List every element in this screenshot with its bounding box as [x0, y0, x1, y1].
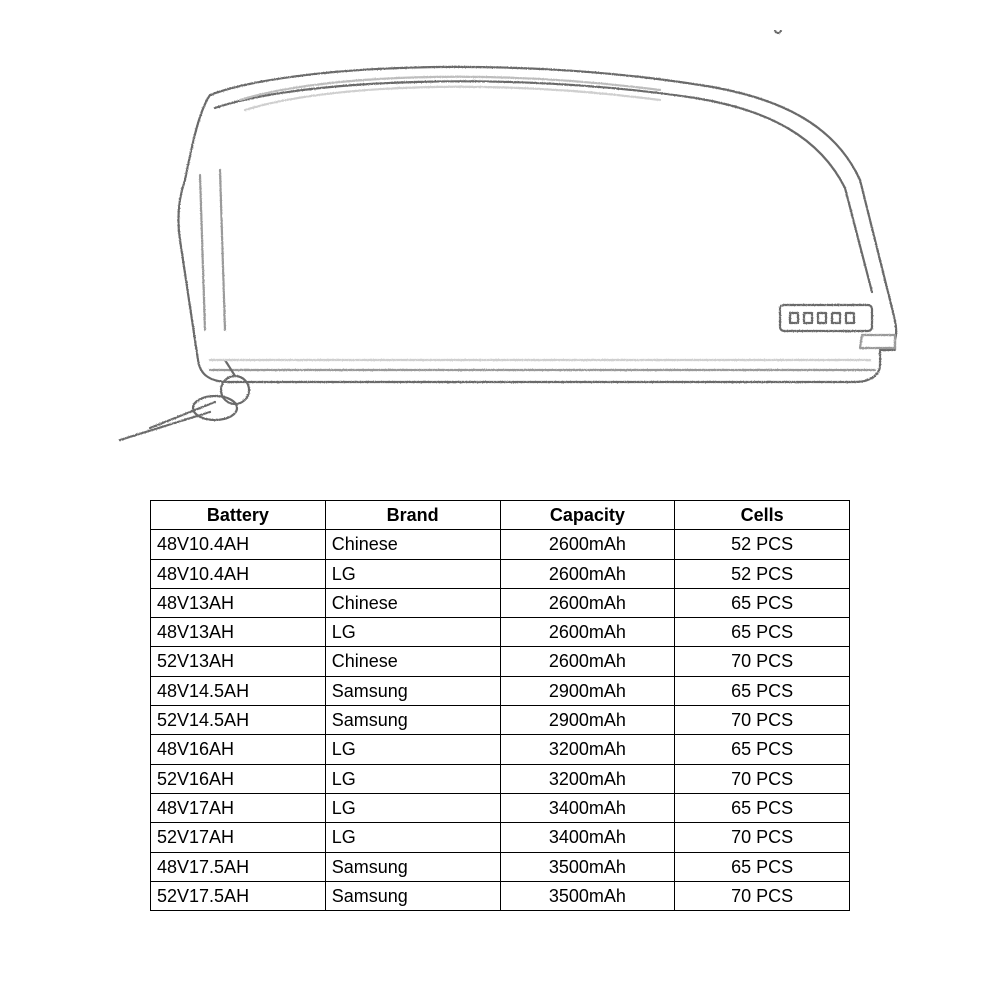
table-cell: 2600mAh — [500, 588, 675, 617]
table-row: 48V13AHLG2600mAh65 PCS — [151, 618, 850, 647]
table-cell: 3200mAh — [500, 735, 675, 764]
table-row: 52V16AHLG3200mAh70 PCS — [151, 764, 850, 793]
table-cell: Samsung — [325, 852, 500, 881]
table-row: 48V17.5AHSamsung3500mAh65 PCS — [151, 852, 850, 881]
table-cell: 65 PCS — [675, 618, 850, 647]
table-cell: 3200mAh — [500, 764, 675, 793]
table-cell: 2600mAh — [500, 618, 675, 647]
table-cell: 2900mAh — [500, 676, 675, 705]
col-header-battery: Battery — [151, 501, 326, 530]
table-row: 48V13AHChinese2600mAh65 PCS — [151, 588, 850, 617]
table-cell: 65 PCS — [675, 793, 850, 822]
table-cell: 48V14.5AH — [151, 676, 326, 705]
battery-sketch-svg — [60, 30, 940, 460]
table-cell: 3500mAh — [500, 852, 675, 881]
table-cell: 70 PCS — [675, 647, 850, 676]
table-cell: LG — [325, 793, 500, 822]
table-cell: 52V14.5AH — [151, 706, 326, 735]
battery-spec-table-wrap: Battery Brand Capacity Cells 48V10.4AHCh… — [150, 500, 850, 911]
table-cell: 65 PCS — [675, 852, 850, 881]
table-cell: 65 PCS — [675, 588, 850, 617]
table-cell: 65 PCS — [675, 676, 850, 705]
table-cell: 48V16AH — [151, 735, 326, 764]
table-cell: Chinese — [325, 647, 500, 676]
table-cell: 3400mAh — [500, 823, 675, 852]
col-header-capacity: Capacity — [500, 501, 675, 530]
table-cell: LG — [325, 618, 500, 647]
table-cell: 48V13AH — [151, 588, 326, 617]
table-cell: Samsung — [325, 706, 500, 735]
table-cell: 52V17AH — [151, 823, 326, 852]
table-row: 52V17AHLG3400mAh70 PCS — [151, 823, 850, 852]
table-cell: 48V17AH — [151, 793, 326, 822]
table-cell: LG — [325, 823, 500, 852]
table-header-row: Battery Brand Capacity Cells — [151, 501, 850, 530]
table-cell: 52V16AH — [151, 764, 326, 793]
table-cell: 2900mAh — [500, 706, 675, 735]
table-cell: 3400mAh — [500, 793, 675, 822]
battery-sketch — [60, 30, 940, 460]
table-cell: 70 PCS — [675, 764, 850, 793]
table-cell: 52 PCS — [675, 530, 850, 559]
table-row: 52V13AHChinese2600mAh70 PCS — [151, 647, 850, 676]
table-cell: LG — [325, 764, 500, 793]
col-header-brand: Brand — [325, 501, 500, 530]
table-row: 48V10.4AHLG2600mAh52 PCS — [151, 559, 850, 588]
table-cell: 70 PCS — [675, 706, 850, 735]
table-cell: 48V10.4AH — [151, 530, 326, 559]
page: Battery Brand Capacity Cells 48V10.4AHCh… — [0, 0, 1000, 1000]
table-cell: 48V13AH — [151, 618, 326, 647]
table-cell: Samsung — [325, 881, 500, 910]
table-cell: 52 PCS — [675, 559, 850, 588]
table-cell: 52V17.5AH — [151, 881, 326, 910]
table-cell: 2600mAh — [500, 559, 675, 588]
col-header-cells: Cells — [675, 501, 850, 530]
table-row: 48V16AHLG3200mAh65 PCS — [151, 735, 850, 764]
table-cell: LG — [325, 735, 500, 764]
table-cell: Chinese — [325, 588, 500, 617]
table-row: 52V14.5AHSamsung2900mAh70 PCS — [151, 706, 850, 735]
table-cell: 70 PCS — [675, 881, 850, 910]
table-cell: 2600mAh — [500, 647, 675, 676]
table-row: 52V17.5AHSamsung3500mAh70 PCS — [151, 881, 850, 910]
table-row: 48V10.4AHChinese2600mAh52 PCS — [151, 530, 850, 559]
table-body: 48V10.4AHChinese2600mAh52 PCS48V10.4AHLG… — [151, 530, 850, 911]
table-cell: 3500mAh — [500, 881, 675, 910]
table-cell: Chinese — [325, 530, 500, 559]
table-cell: 2600mAh — [500, 530, 675, 559]
table-cell: Samsung — [325, 676, 500, 705]
table-cell: 48V17.5AH — [151, 852, 326, 881]
table-cell: 52V13AH — [151, 647, 326, 676]
table-row: 48V14.5AHSamsung2900mAh65 PCS — [151, 676, 850, 705]
table-cell: LG — [325, 559, 500, 588]
battery-spec-table: Battery Brand Capacity Cells 48V10.4AHCh… — [150, 500, 850, 911]
table-row: 48V17AHLG3400mAh65 PCS — [151, 793, 850, 822]
table-cell: 65 PCS — [675, 735, 850, 764]
table-cell: 70 PCS — [675, 823, 850, 852]
table-cell: 48V10.4AH — [151, 559, 326, 588]
